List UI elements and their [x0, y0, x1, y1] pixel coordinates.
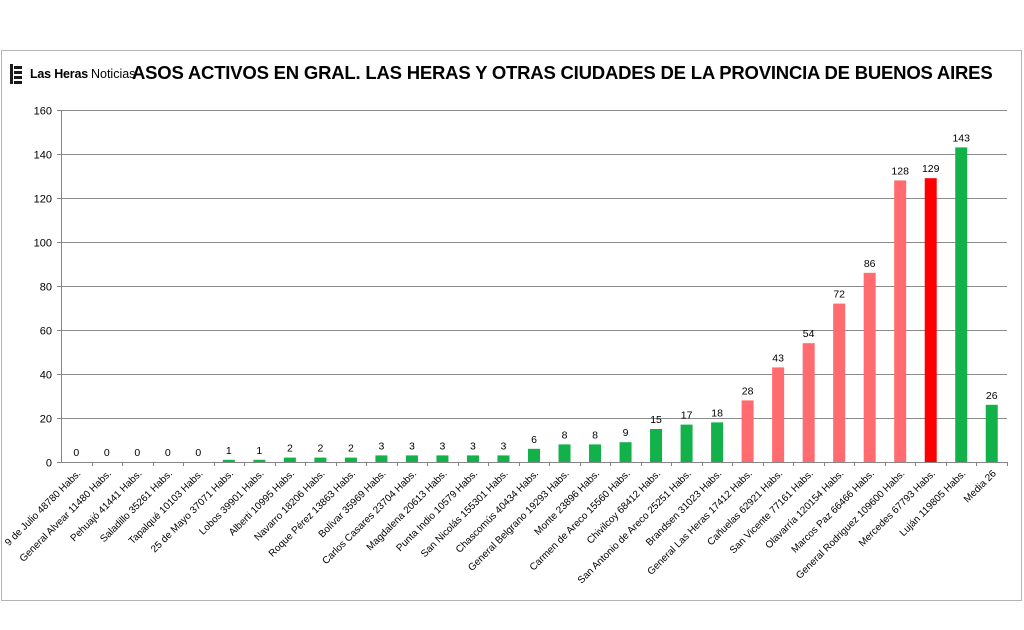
bar: [466, 455, 479, 462]
bar: [344, 457, 357, 462]
chart-title: ASOS ACTIVOS EN GRAL. LAS HERAS Y OTRAS …: [132, 62, 993, 83]
data-label: 1: [226, 445, 232, 457]
brand-name: Las Heras: [30, 67, 88, 81]
data-label: 8: [562, 429, 568, 441]
data-label: 129: [922, 163, 940, 175]
brand-mark-icon: [10, 64, 22, 84]
data-label: 3: [501, 440, 507, 452]
bar: [253, 459, 266, 462]
y-tick-label: 160: [34, 106, 52, 118]
bar: [680, 424, 693, 462]
data-label: 2: [348, 443, 354, 455]
data-label: 0: [73, 447, 79, 459]
bar: [955, 147, 968, 462]
bar: [283, 457, 296, 462]
bar: [497, 455, 510, 462]
bar: [405, 455, 418, 462]
x-tick-label: San Antonio de Areco 25251 Habs.: [576, 468, 694, 586]
data-label: 2: [287, 443, 293, 455]
bar: [833, 303, 846, 462]
brand-sub: Noticias: [90, 67, 136, 81]
bar: [924, 178, 937, 462]
data-label: 9: [623, 427, 629, 439]
y-tick-label: 20: [40, 414, 52, 426]
data-label: 0: [104, 447, 110, 459]
data-label: 18: [711, 407, 723, 419]
bar: [314, 457, 327, 462]
data-label: 2: [317, 443, 323, 455]
bar: [222, 459, 235, 462]
bar: [528, 448, 540, 462]
y-axis: 0 20 40 60 80 100 120 140 160: [34, 106, 62, 470]
bar: [619, 442, 632, 462]
data-label: 3: [409, 440, 415, 452]
data-label: 15: [650, 414, 662, 426]
gridlines: [61, 110, 1007, 463]
data-label: 72: [833, 289, 845, 301]
data-label: 3: [378, 440, 384, 452]
y-tick-label: 40: [40, 370, 52, 382]
chart-frame: [1, 50, 1022, 601]
data-label: 1: [256, 445, 262, 457]
data-label: 6: [531, 434, 537, 446]
y-tick-label: 0: [46, 458, 52, 470]
data-label: 0: [195, 447, 201, 459]
data-label: 143: [952, 132, 970, 144]
data-labels: 0 0 0 0 0 1 1 2 2 2 3 3 3 3 3 6 8 8 9 15 17 18 28 43 54 72 86 128 12…: [73, 132, 997, 459]
bar: [802, 343, 815, 462]
data-label: 28: [742, 385, 754, 397]
bar: [711, 422, 724, 462]
y-tick-label: 140: [34, 150, 52, 162]
bars: [222, 147, 998, 462]
bar: [558, 444, 571, 462]
data-label: 128: [891, 165, 909, 177]
data-label: 8: [592, 429, 598, 441]
x-tick-label: Media 26: [962, 468, 999, 505]
data-label: 26: [986, 390, 998, 402]
bar: [436, 455, 449, 462]
bar: [741, 400, 754, 462]
bar: [375, 455, 388, 462]
y-tick-label: 120: [34, 194, 52, 206]
bar: [589, 444, 602, 462]
bar: [650, 429, 663, 462]
bar: [863, 272, 876, 462]
bar: [772, 367, 785, 462]
data-label: 3: [470, 440, 476, 452]
y-tick-label: 100: [34, 238, 52, 250]
data-label: 86: [864, 258, 876, 270]
data-label: 3: [440, 440, 446, 452]
data-label: 0: [165, 447, 171, 459]
data-label: 0: [134, 447, 140, 459]
data-label: 17: [681, 410, 693, 422]
y-tick-label: 60: [40, 326, 52, 338]
data-label: 43: [772, 352, 784, 364]
brand-logo: Las Heras Noticias: [8, 61, 135, 87]
data-label: 54: [803, 328, 815, 340]
y-tick-label: 80: [40, 282, 52, 294]
x-axis-labels: 9 de Julio 48780 Habs.General Alvear 114…: [3, 462, 1008, 586]
bar: [985, 404, 998, 462]
bar: [894, 180, 907, 462]
